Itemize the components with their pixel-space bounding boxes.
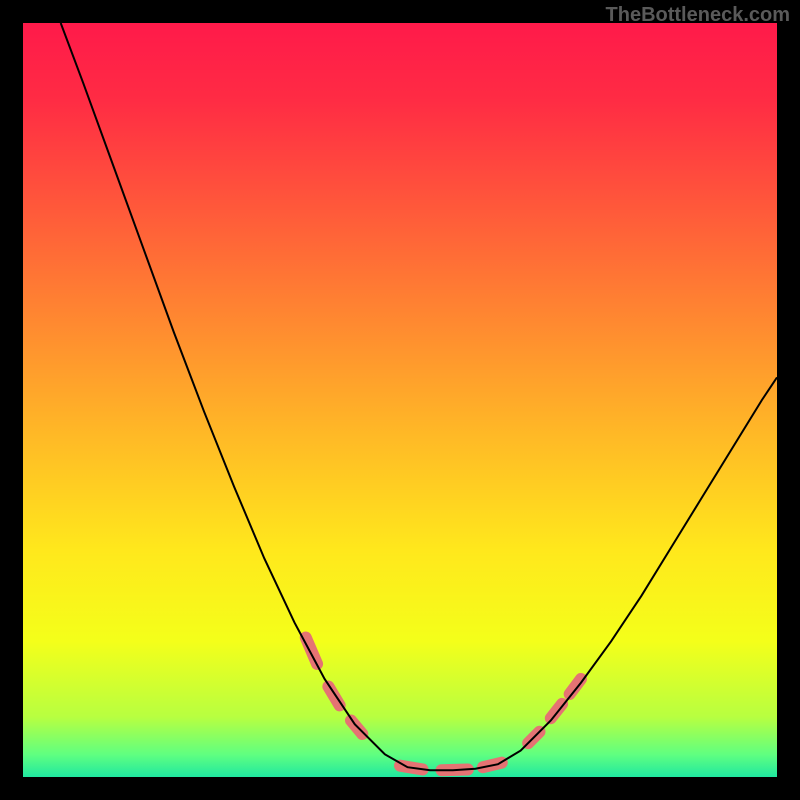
gradient-background xyxy=(23,23,777,777)
watermark-text: TheBottleneck.com xyxy=(606,4,790,27)
chart-svg xyxy=(23,23,777,777)
plot-area xyxy=(23,23,777,777)
